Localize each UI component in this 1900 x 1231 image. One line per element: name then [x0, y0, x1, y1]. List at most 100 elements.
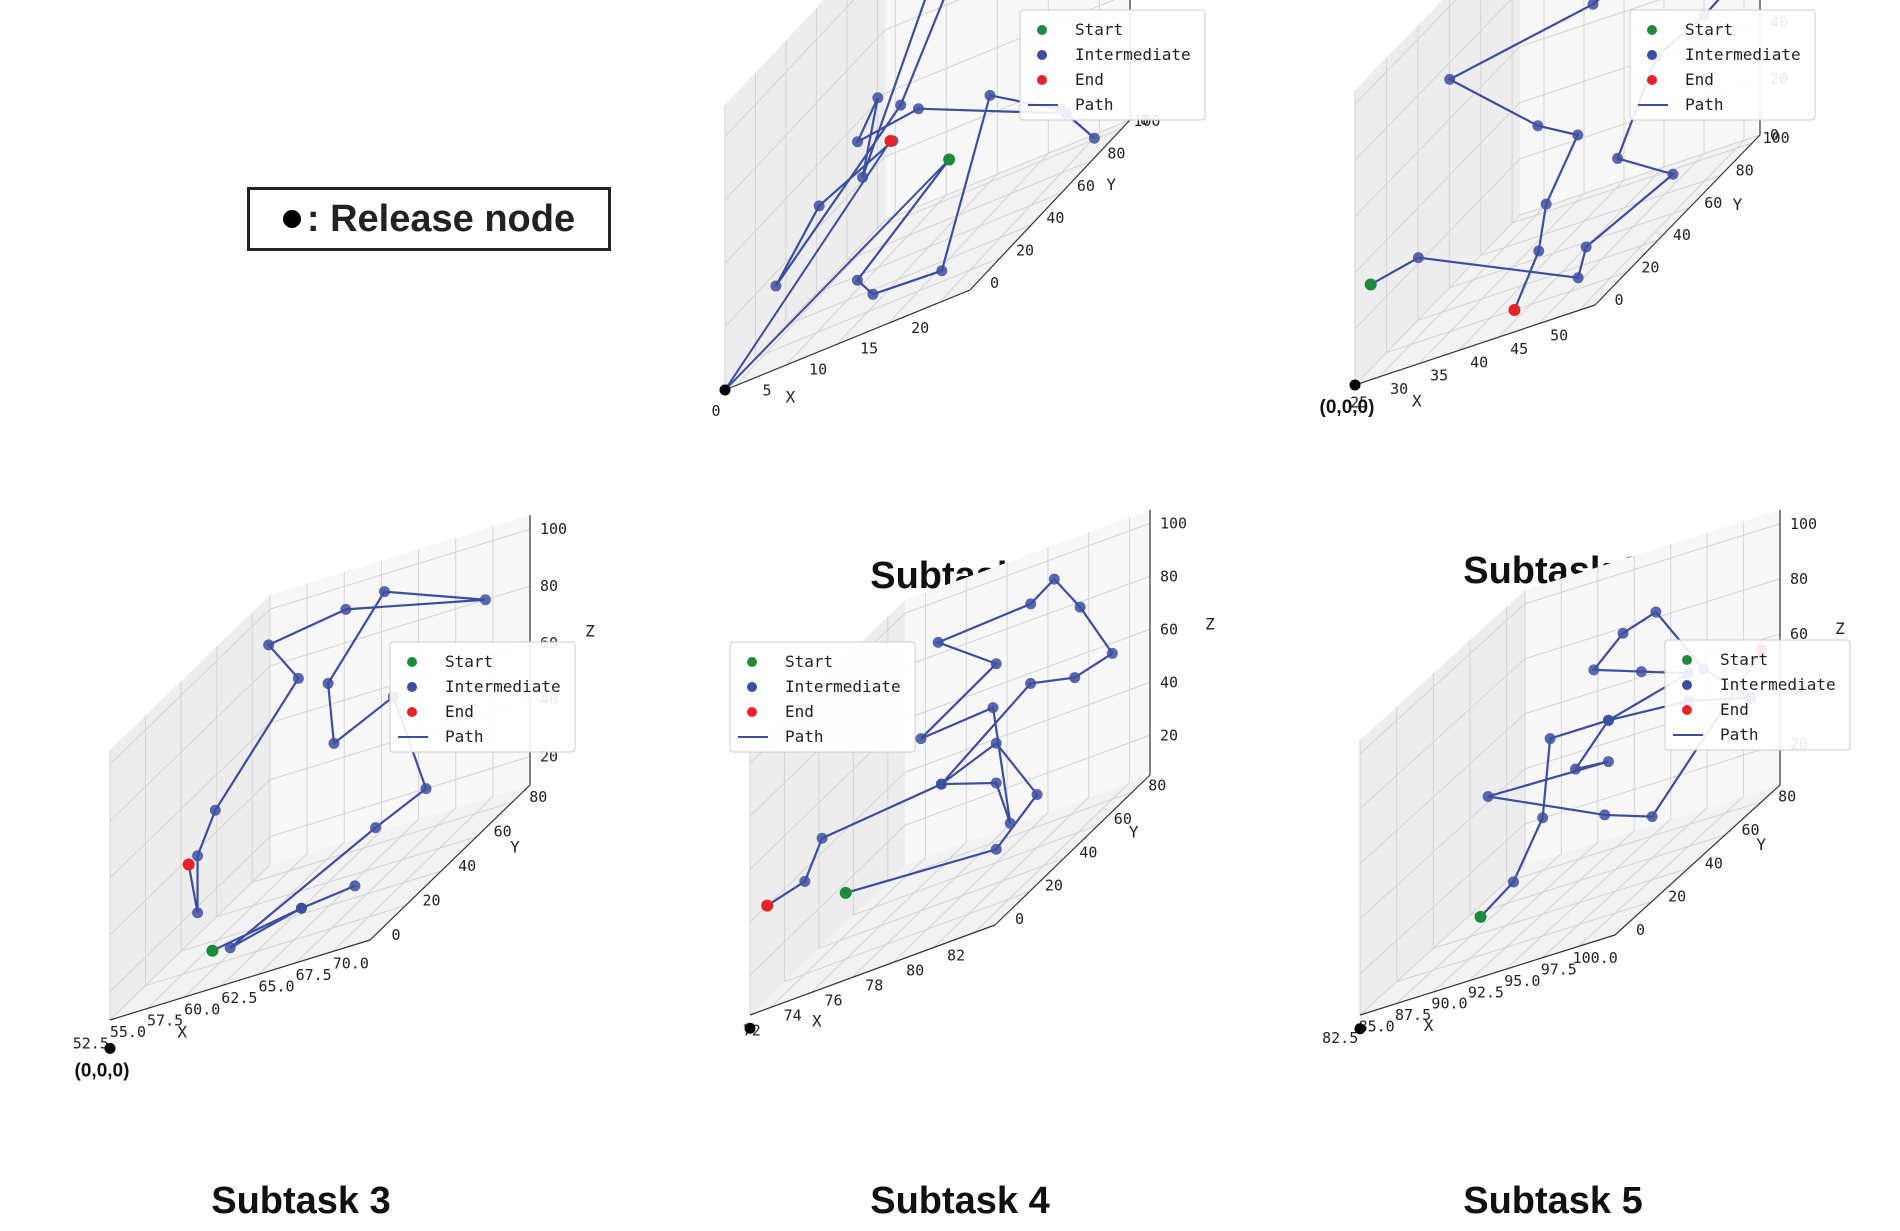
origin-label: (0,0,0) — [1320, 397, 1375, 418]
y-tick-label: 60 — [1741, 821, 1759, 839]
intermediate-point — [1482, 790, 1494, 802]
y-tick-label: 40 — [1673, 226, 1691, 244]
grid-line-z-back — [904, 734, 1151, 826]
legend-label: Intermediate — [1685, 45, 1801, 64]
intermediate-point — [1507, 876, 1519, 888]
grid-line-y-floor — [1396, 901, 1652, 983]
z-tick-label: 80 — [1790, 570, 1808, 588]
x-tick-label: 45 — [1510, 340, 1528, 358]
grid-line-y-floor — [853, 824, 1099, 916]
legend-label: Path — [1685, 95, 1724, 114]
z-tick-label: 100 — [1790, 515, 1817, 533]
grid-line-z-side — [109, 665, 271, 822]
intermediate-point — [479, 594, 491, 606]
grid-line-z-back — [1519, 134, 1761, 216]
y-tick-label: 20 — [1016, 242, 1034, 260]
grid-line-z-side — [109, 722, 271, 879]
grid-line-y-floor — [1511, 142, 1753, 224]
end-point — [884, 134, 897, 147]
intermediate-point — [340, 603, 352, 615]
grid-line-z-side — [1354, 102, 1521, 273]
intermediate-point — [1444, 73, 1456, 85]
legend-marker — [1682, 680, 1692, 690]
intermediate-point — [209, 804, 221, 816]
start-point — [943, 153, 956, 166]
x-tick-label: 74 — [784, 1007, 802, 1025]
release-node-point — [744, 1022, 756, 1034]
x-tick-label: 87.5 — [1395, 1006, 1431, 1024]
side-pane — [725, 0, 885, 390]
grid-line-z-back — [1524, 523, 1781, 605]
y-axis-label: Y — [1733, 195, 1743, 214]
intermediate-point — [1004, 817, 1016, 829]
legend-marker — [407, 657, 417, 667]
intermediate-point — [852, 136, 864, 148]
subtask-2-svg: 253035404550020406080100020406080100XYZ(… — [1320, 0, 1816, 418]
y-tick-label: 80 — [1107, 144, 1125, 162]
grid-line-z-side — [109, 836, 271, 992]
x-tick-label: 90.0 — [1431, 995, 1467, 1013]
grid-line-y-floor — [818, 857, 1065, 949]
intermediate-point — [1532, 120, 1544, 132]
y-axis-label: Y — [510, 838, 520, 857]
grid-line-z-back — [1519, 0, 1661, 47]
intermediate-point — [851, 274, 863, 286]
grid-line-y-floor — [785, 224, 1032, 326]
intermediate-point — [1650, 606, 1662, 618]
grid-line-z-side — [1354, 0, 1512, 161]
grid-line-z-side — [1354, 46, 1521, 217]
z-axis-label: Z — [1835, 619, 1845, 638]
grid-line-z-side — [1359, 713, 1526, 865]
grid-line-y-floor — [784, 891, 1030, 983]
grid-line-y-floor — [216, 836, 477, 918]
legend-label: Start — [445, 652, 493, 671]
x-tick-label: 80 — [906, 962, 924, 980]
grid-line-x-floor — [295, 807, 457, 964]
legend-label: Path — [1720, 725, 1759, 744]
x-axis-line — [724, 289, 971, 391]
legend-label: End — [785, 702, 814, 721]
intermediate-point — [990, 658, 1002, 670]
intermediate-point — [1617, 627, 1629, 639]
intermediate-point — [1106, 647, 1118, 659]
grid-line-x-floor — [1498, 166, 1665, 338]
grid-line-x-floor — [1458, 179, 1625, 351]
legend-box — [1664, 639, 1851, 751]
intermediate-point — [322, 677, 334, 689]
intermediate-point — [1587, 0, 1599, 10]
x-tick-label: 5 — [763, 381, 772, 399]
grid-line-y-floor — [1386, 272, 1627, 354]
y-tick-label: 20 — [423, 892, 441, 910]
intermediate-point — [1412, 252, 1424, 264]
release-node-point — [1349, 379, 1361, 391]
y-axis-label: Y — [1106, 175, 1116, 194]
z-axis-label: Z — [1205, 614, 1215, 633]
grid-line-x-floor — [939, 132, 1100, 303]
subtask-4-svg: 72747678808202040608020406080100XYZStart… — [729, 510, 1215, 1040]
x-tick-label: 55.0 — [110, 1023, 146, 1041]
side-pane — [110, 595, 270, 1020]
subtask-4-title: Subtask 4 — [870, 1180, 1050, 1222]
legend-marker — [1682, 655, 1692, 665]
x-axis-label: X — [786, 388, 796, 407]
x-tick-label: 52.5 — [73, 1035, 109, 1053]
intermediate-point — [1069, 672, 1081, 684]
grid-line-y-floor — [145, 905, 406, 987]
start-point — [839, 886, 852, 899]
intermediate-point — [895, 99, 907, 111]
release-node-point — [104, 1042, 116, 1054]
x-axis-label: X — [1412, 392, 1422, 411]
intermediate-point — [813, 200, 825, 212]
subtask-5-title: Subtask 5 — [1463, 1180, 1643, 1222]
intermediate-point — [1570, 763, 1582, 775]
grid-line-x-floor — [1432, 841, 1599, 993]
z-tick-label: 100 — [1160, 514, 1187, 532]
grid-line-x-floor — [734, 215, 896, 387]
grid-line-y-floor — [887, 791, 1133, 883]
grid-line-y-floor — [252, 801, 513, 883]
intermediate-point — [192, 850, 204, 862]
grid-line-z-side — [724, 29, 886, 201]
grid-line-x-floor — [109, 864, 271, 1021]
grid-line-x-floor — [1538, 153, 1705, 325]
grid-line-z-side — [109, 779, 271, 936]
